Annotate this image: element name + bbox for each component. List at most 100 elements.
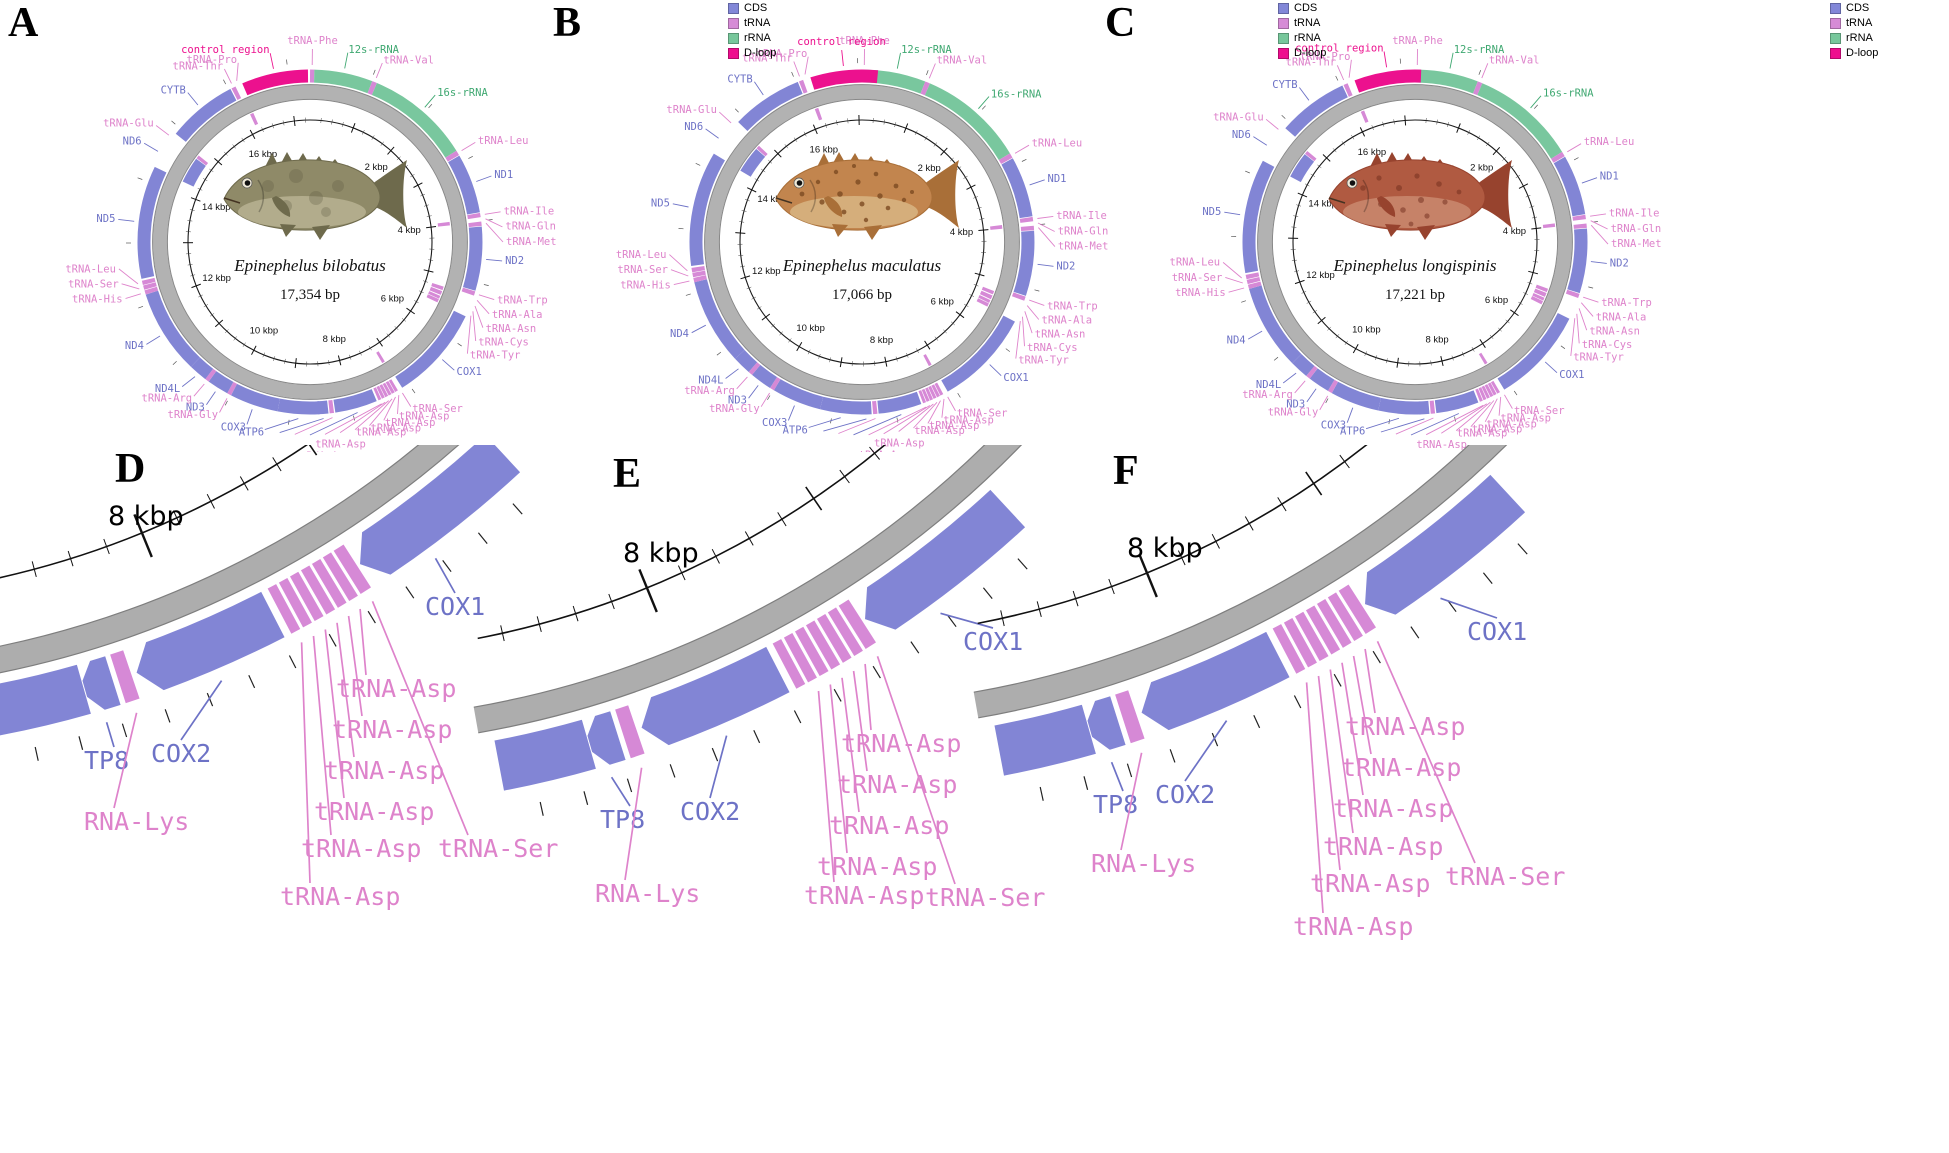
zoom-gene-tRNA-Asp [1326,591,1365,643]
gene-arc-tRNA-Asp [1490,380,1500,394]
gene-label-12s-rRNA: 12s-rRNA [1454,44,1505,56]
legend-swatch-rrna [1830,32,1841,44]
fish-tail-fin [924,160,959,228]
kbp-tick-label: 16 kbp [249,149,278,160]
zoom-label-RNA-Lys: RNA-Lys [595,879,700,908]
gene-label-ND4: ND4 [1227,335,1246,347]
zoom-backbone-ring [0,445,459,673]
genome-map-A: 2 kbp 4 kbp 6 kbp 8 kbp 10 kbp 12 kbp 14 kbp 16… [65,35,556,452]
panel-letter-E: E [613,451,642,497]
legend-label: rRNA [1846,32,1873,45]
gene-arc-COX2 [333,389,377,413]
zoom-backbone-ring [973,445,1507,718]
gene-label-tRNA-Glu: tRNA-Glu [666,104,717,116]
zoom-label-tRNA-Asp: tRNA-Asp [817,852,937,881]
gene-arc-ND4L [191,357,214,380]
gene-label-tRNA-Tyr: tRNA-Tyr [1018,354,1069,366]
legend-item: D-loop [1278,47,1326,59]
gene-arc-tRNA-Ala [981,286,995,295]
gene-label-ND4: ND4 [670,328,689,340]
gene-arc-ND3 [752,364,778,388]
fish-tail-fin [372,160,407,228]
gene-arc-tRNA-Asp [382,382,392,396]
legend-C: CDS tRNA rRNA D-loop [1830,2,1878,62]
gene-label-ND3: ND3 [186,401,205,413]
gene-label-tRNA-Arg: tRNA-Arg [1242,389,1293,401]
fish-illustration [775,152,959,240]
legend-item: tRNA [1830,17,1878,29]
gene-label-tRNA-Thr: tRNA-Thr [1286,57,1337,69]
gene-arc-tRNA-Met [468,221,482,228]
gene-arc-ND2 [1567,228,1588,294]
gene-arc-tRNA-Leu [1551,151,1565,163]
zoom-label-tRNA-Asp: tRNA-Asp [301,834,421,863]
legend-item: CDS [1830,2,1878,14]
zoom-gene-tRNA-Asp [299,564,337,616]
zoom-gene-ATP8 [77,654,122,711]
gene-label-CYTB: CYTB [1272,79,1297,91]
legend-item: tRNA [728,17,776,29]
gene-arc-tRNA-Cys [428,291,441,299]
gene-label-ND5: ND5 [651,197,670,209]
kbp-tick-label: 8 kbp [1425,335,1448,346]
zoom-gene-tRNA-Asp [1282,616,1319,669]
gene-arc-tRNA-Asn [979,290,993,300]
zoom-gene-tRNA-Ser [1337,583,1378,636]
gene-label-tRNA-Asp: tRNA-Asp [1457,428,1508,440]
gene-arc-tRNA-Asp [376,385,385,399]
gene-arc-tRNA-Tyr [976,298,989,307]
kbp-tick-label: 14 kbp [757,194,786,205]
gene-arc-ND5 [1242,160,1275,274]
gene-arc-tRNA-Ser [143,282,157,290]
zoom-gene-COX1 [1363,473,1527,616]
gene-label-ND2: ND2 [505,255,524,267]
zoom-label-COX2: COX2 [1155,780,1215,809]
gene-label-tRNA-Leu: tRNA-Leu [1584,136,1635,148]
gene-label-ND3: ND3 [1286,398,1305,410]
gene-label-COX1: COX1 [457,366,482,378]
gene-label-COX1: COX1 [1559,369,1584,381]
gene-arc-COX1 [1497,312,1570,390]
zoom-gene-tRNA-Asp [815,612,853,665]
gene-label-tRNA-Trp: tRNA-Trp [497,295,548,307]
gene-arc-COX3 [1331,381,1382,411]
gene-arc-ND4L [735,349,758,373]
genome-size-A: 17,354 bp [280,287,340,303]
gene-arc-tRNA-Asp [379,384,389,398]
gene-arc-tRNA-Asp [1481,385,1490,399]
legend-B: CDS tRNA rRNA D-loop [1278,2,1326,62]
legend-label: tRNA [1294,17,1321,30]
gene-label-tRNA-Cys: tRNA-Cys [1027,342,1078,354]
scale-circle [187,119,433,365]
kbp-tick-label: 4 kbp [950,227,973,238]
kbp-tick-label: 8 kbp [870,335,893,346]
zoom-label-tRNA-Asp: tRNA-Asp [314,797,434,826]
gene-label-tRNA-Ser: tRNA-Ser [1514,405,1565,417]
gene-arc-tRNA-Ala [431,282,444,291]
zoom-label-tRNA-Asp: tRNA-Asp [324,756,444,785]
zoom-label-COX2: COX2 [680,797,740,826]
gene-arc-tRNA-Asp [934,382,944,396]
gene-arc-CYTB [738,81,803,132]
gene-arc-tRNA-Leu [691,265,706,273]
zoom-gene-COX2 [1140,630,1291,732]
scale-circle [739,119,985,365]
gene-label-tRNA-Glu: tRNA-Glu [1213,111,1264,123]
genome-map-B: 2 kbp 4 kbp 6 kbp 8 kbp 10 kbp 12 kbp 14 kbp 16… [616,35,1109,452]
fish-tail-fin [1477,160,1512,228]
gene-arc-ND6 [1290,154,1315,183]
gene-arc-control-region [242,69,309,96]
gene-label-tRNA-Gly: tRNA-Gly [168,409,219,421]
kbp-tick-label: 6 kbp [381,294,404,305]
gene-arc-tRNA-His [144,286,159,295]
kbp-tick-label: 2 kbp [1470,163,1493,174]
gene-arc-12s-rRNA [313,69,373,94]
gene-label-tRNA-Gln: tRNA-Gln [1611,223,1662,235]
zoom-label-tRNA-Asp: tRNA-Asp [1310,869,1430,898]
gene-arc-tRNA-Ile [1019,216,1034,223]
gene-label-tRNA-Val: tRNA-Val [383,54,434,66]
gene-arc-tRNA-Pro [1360,110,1369,123]
gene-arc-tRNA-Val [1473,81,1483,96]
gene-arc-ATP6 [277,398,320,415]
legend-swatch-cds [1278,2,1289,14]
